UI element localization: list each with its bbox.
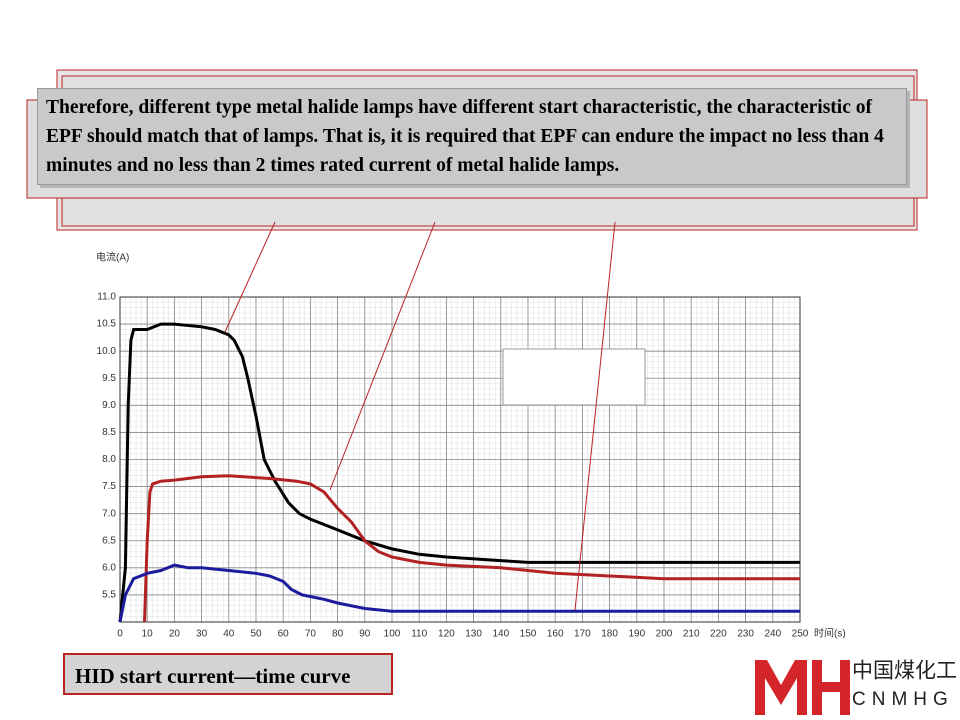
x-tick-label: 0 [117,629,123,640]
x-axis-title: 时间(s) [814,627,846,640]
plot-frame [119,296,801,623]
x-tick-label: 250 [792,629,809,640]
x-tick-label: 160 [547,629,564,640]
x-tick-label: 110 [411,629,427,640]
x-tick-label: 180 [601,629,618,640]
y-tick-label: 11.0 [97,292,116,303]
x-tick-label: 40 [223,629,235,640]
logo: 中国煤化工 CNMHG [755,660,957,715]
x-tick-label: 150 [520,629,537,640]
caption: HID start current—time curve [63,653,393,695]
series-line [118,563,800,623]
pointer [329,221,436,491]
pointer [574,221,616,611]
x-tick-label: 80 [332,629,344,640]
x-tick-label: 10 [142,629,154,640]
y-tick-label: 6.5 [102,535,116,546]
y-tick-label: 10.0 [97,346,117,357]
x-tick-label: 140 [492,629,509,640]
x-tick-label: 30 [196,629,208,640]
y-tick-label: 7.5 [102,481,116,492]
x-tick-label: 240 [764,629,781,640]
y-tick-label: 7.0 [102,508,116,519]
x-tick-label: 20 [169,629,181,640]
y-axis-title: 电流(A) [96,251,129,264]
y-tick-label: 8.5 [102,427,116,438]
y-tick-label: 9.0 [102,400,116,411]
x-tick-label: 170 [574,629,591,640]
logo-en: CNMHG [852,689,954,710]
series-line [118,322,800,623]
y-tick-label: 5.5 [102,590,116,601]
callout-text: Therefore, different type metal halide l… [37,88,907,185]
legend-box [502,348,646,406]
y-tick-label: 10.5 [97,319,117,330]
x-tick-label: 90 [359,629,371,640]
logo-cn: 中国煤化工 [852,660,957,683]
x-tick-label: 230 [737,629,754,640]
x-tick-label: 190 [628,629,645,640]
x-tick-label: 210 [683,629,700,640]
x-tick-label: 220 [710,629,727,640]
pointer [224,221,276,333]
x-tick-label: 200 [656,629,673,640]
x-tick-label: 100 [384,629,401,640]
x-tick-label: 50 [250,629,262,640]
y-tick-label: 6.0 [102,562,116,573]
y-tick-label: 8.0 [102,454,116,465]
x-tick-label: 60 [278,629,290,640]
logo-m [755,660,807,715]
y-tick-label: 9.5 [102,373,116,384]
logo-h [812,660,850,715]
x-tick-label: 120 [438,629,455,640]
x-tick-label: 70 [305,629,317,640]
x-tick-label: 130 [465,629,482,640]
series-line [143,474,800,623]
